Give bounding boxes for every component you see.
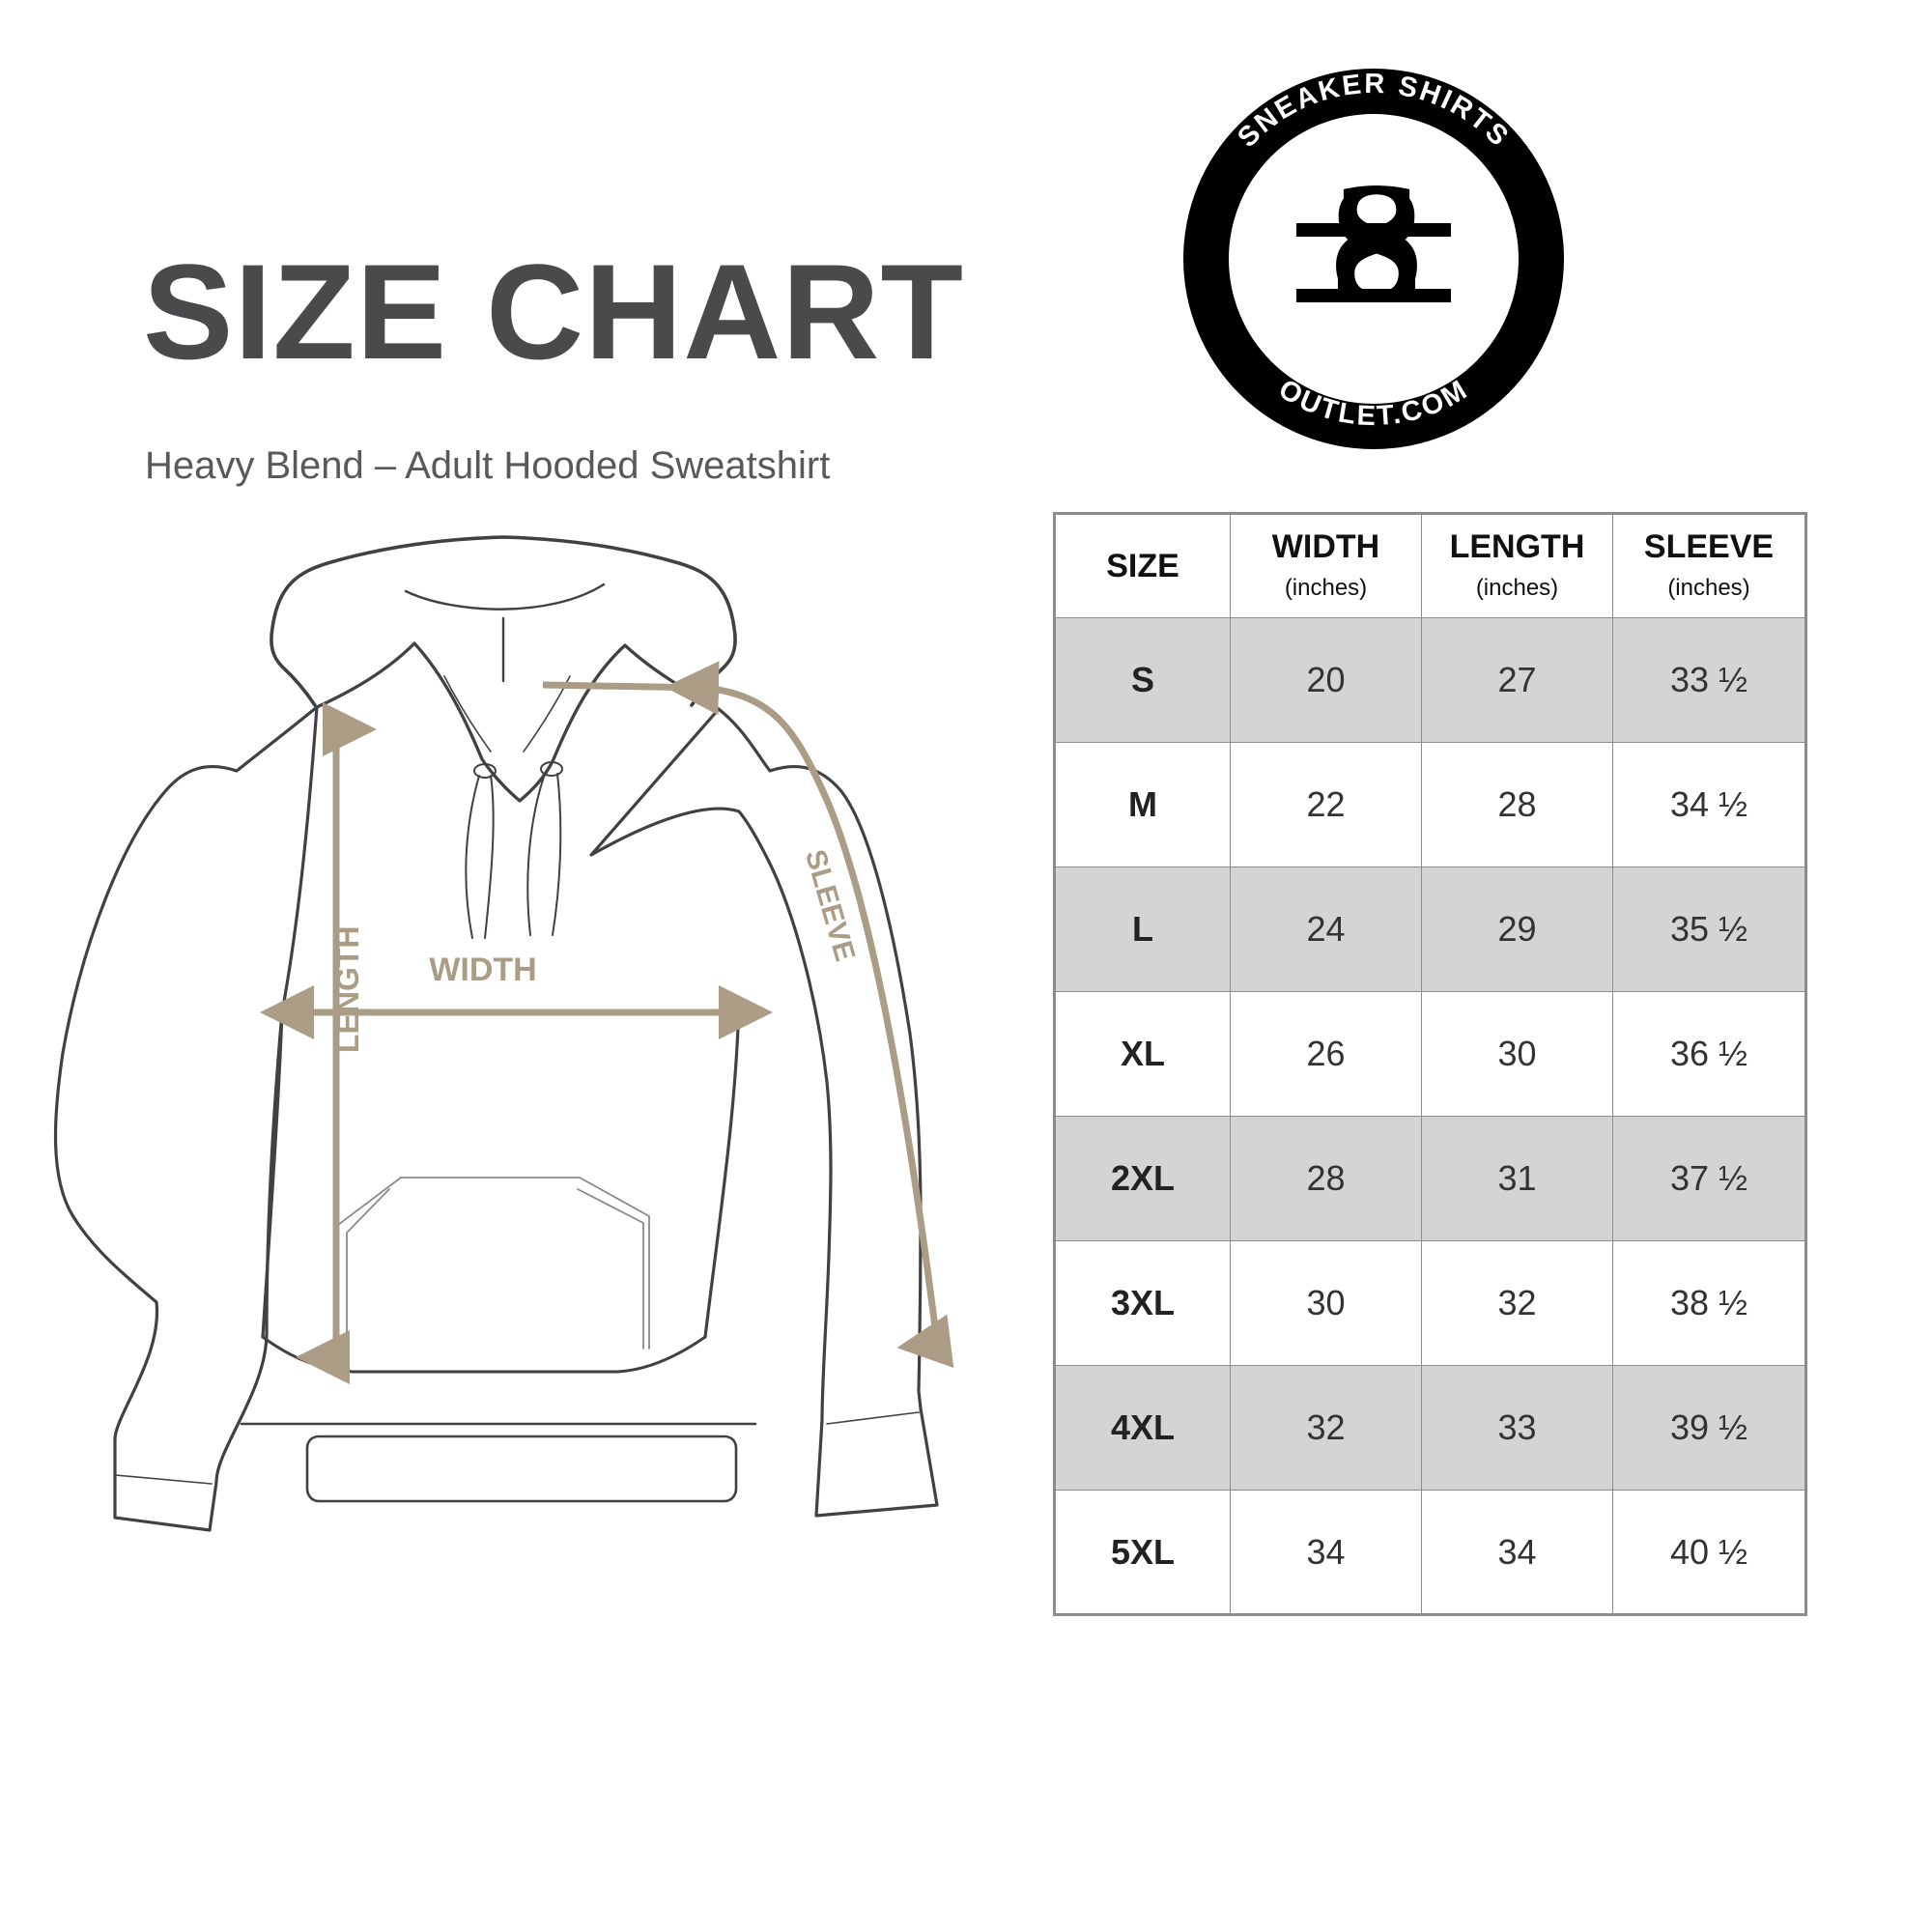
svg-text:LENGTH: LENGTH bbox=[330, 925, 365, 1053]
svg-text:SLEEVE: SLEEVE bbox=[799, 846, 861, 965]
svg-text:S: S bbox=[1329, 146, 1425, 337]
svg-text:WIDTH: WIDTH bbox=[429, 952, 536, 988]
